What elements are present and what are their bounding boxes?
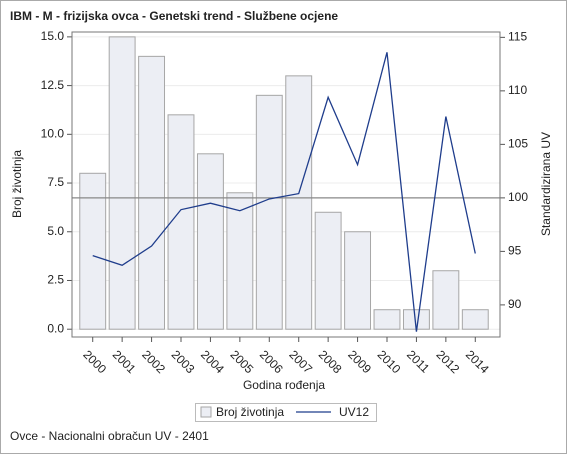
y2-tick-label: 95 bbox=[508, 244, 522, 258]
bar bbox=[108, 36, 136, 330]
x-axis-label: Godina rođenja bbox=[243, 378, 325, 392]
legend-label: UV12 bbox=[339, 405, 369, 419]
bar bbox=[226, 192, 254, 330]
bar bbox=[344, 231, 372, 330]
legend-label: Broj životinja bbox=[216, 405, 284, 419]
footnote: Ovce - Nacionalni obračun UV - 2401 bbox=[10, 429, 209, 443]
y-tick-label: 7.5 bbox=[47, 175, 64, 189]
line bbox=[92, 52, 476, 332]
bar bbox=[285, 75, 313, 330]
chart-title: IBM - M - frizijska ovca - Genetski tren… bbox=[10, 9, 338, 23]
y2-tick-label: 90 bbox=[508, 297, 522, 311]
bar bbox=[79, 172, 107, 330]
y-tick-label: 0.0 bbox=[47, 321, 64, 335]
bar bbox=[461, 309, 489, 330]
bar bbox=[373, 309, 401, 330]
bar bbox=[167, 114, 195, 330]
plot-frame bbox=[71, 31, 501, 338]
legend-swatch bbox=[200, 406, 212, 418]
y-tick-label: 5.0 bbox=[47, 224, 64, 238]
bar bbox=[196, 153, 224, 330]
y2-tick-label: 105 bbox=[508, 137, 528, 151]
y-axis-label: Broj životinja bbox=[10, 150, 24, 218]
y-tick-label: 2.5 bbox=[47, 273, 64, 287]
bar bbox=[314, 211, 342, 330]
y-tick-label: 12.5 bbox=[41, 78, 65, 92]
bar bbox=[255, 94, 283, 330]
legend bbox=[195, 403, 377, 422]
bar bbox=[138, 55, 166, 330]
y2-axis-label: Standardizirana UV bbox=[539, 132, 553, 236]
y-tick-label: 15.0 bbox=[41, 29, 65, 43]
y2-tick-label: 100 bbox=[508, 190, 528, 204]
y2-tick-label: 115 bbox=[508, 30, 527, 44]
y2-tick-label: 110 bbox=[508, 83, 527, 97]
y-tick-label: 10.0 bbox=[41, 126, 65, 140]
bar bbox=[432, 270, 460, 330]
